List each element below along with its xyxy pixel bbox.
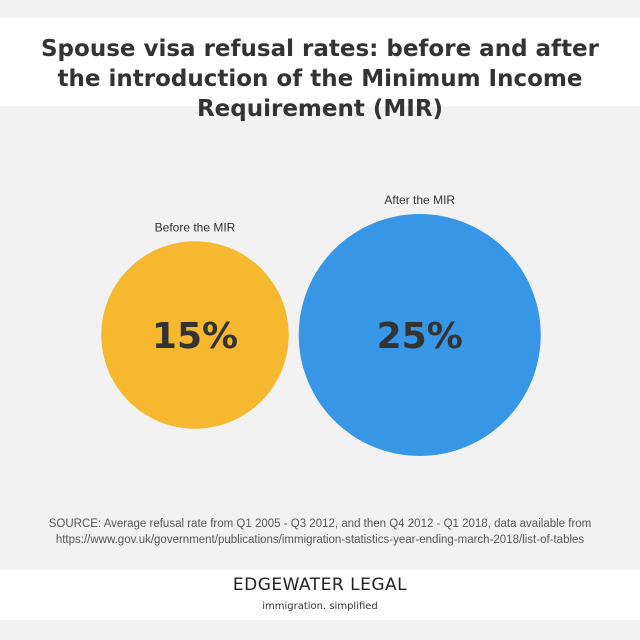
source-line-1: SOURCE: Average refusal rate from Q1 200…	[48, 518, 592, 530]
footer-band	[0, 570, 640, 620]
brand-name: EDGEWATER LEGAL	[232, 575, 408, 595]
bubble-category-label: Before the MIR	[155, 220, 236, 234]
bubble-after-the-mir	[298, 214, 541, 456]
bubble-chart: Before the MIR 15% After the MIR 25%	[101, 193, 541, 456]
source-note: SOURCE: Average refusal rate from Q1 200…	[10, 516, 630, 548]
chart-title: Spouse visa refusal rates: before and af…	[40, 36, 600, 122]
title-band	[0, 18, 640, 106]
bubble-category-label: After the MIR	[384, 193, 455, 207]
bubble-before-the-mir	[101, 241, 289, 429]
brand-tagline: immigration. simplified	[262, 601, 378, 612]
bubble-value-label: 25%	[377, 316, 463, 357]
bubble-value-label: 15%	[152, 316, 238, 357]
source-line-2: https://www.gov.uk/government/publicatio…	[55, 534, 585, 546]
